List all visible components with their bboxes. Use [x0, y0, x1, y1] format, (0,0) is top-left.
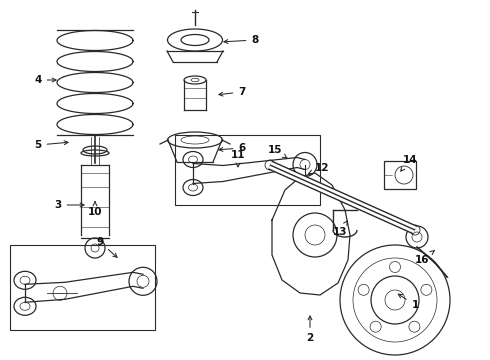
Bar [10, 245, 155, 330]
Text: 4: 4 [34, 75, 56, 85]
Text: 11: 11 [231, 150, 245, 167]
Circle shape [300, 159, 310, 170]
Text: 8: 8 [224, 35, 259, 45]
Text: 16: 16 [415, 251, 435, 265]
Circle shape [137, 275, 149, 287]
Text: 15: 15 [268, 145, 287, 158]
Text: 3: 3 [54, 200, 84, 210]
Text: 5: 5 [34, 140, 68, 150]
Text: 1: 1 [398, 294, 418, 310]
Text: 12: 12 [309, 163, 329, 174]
Bar [384, 161, 416, 189]
Text: 6: 6 [219, 143, 245, 153]
Text: 10: 10 [88, 201, 102, 217]
Bar [175, 135, 320, 205]
Text: 9: 9 [97, 237, 117, 257]
Text: 14: 14 [401, 155, 417, 171]
Text: 2: 2 [306, 316, 314, 343]
Text: 13: 13 [333, 221, 347, 237]
Text: 7: 7 [219, 87, 245, 97]
